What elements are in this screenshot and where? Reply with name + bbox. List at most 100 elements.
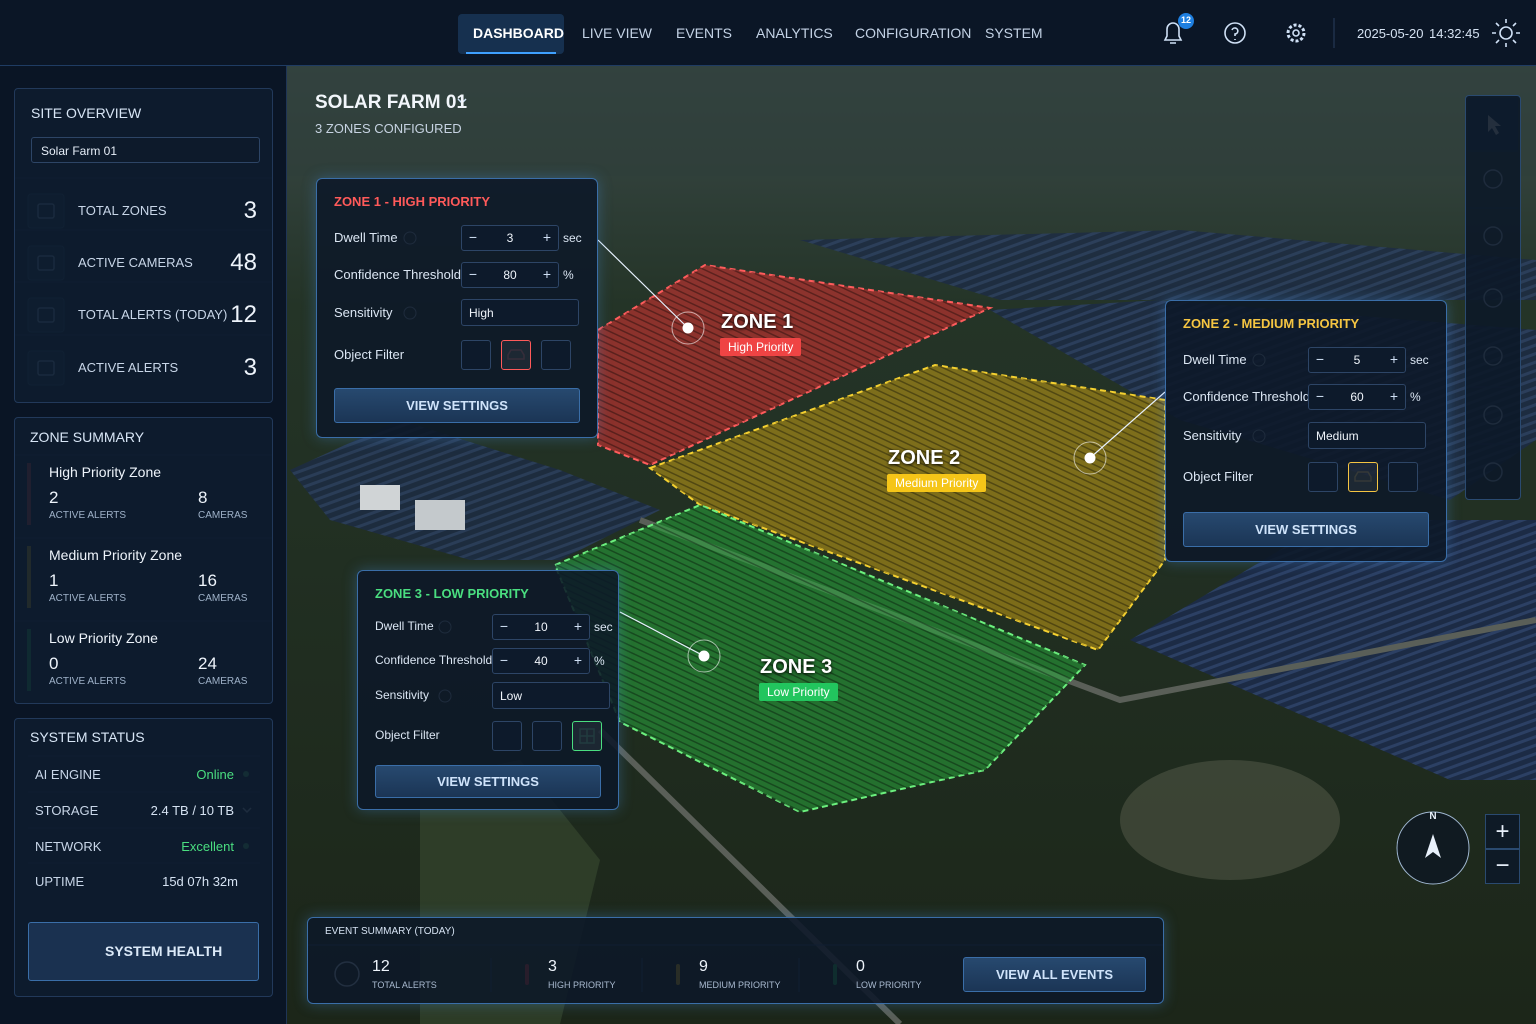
view-settings-button[interactable]: VIEW SETTINGS [334,388,580,423]
target[interactable] [682,322,694,334]
stepper[interactable] [1308,384,1406,410]
filter-button[interactable] [501,340,531,370]
sensitivity-select[interactable] [1308,422,1426,449]
filter-button[interactable] [1308,462,1338,492]
zone-alerts: 0 [49,654,59,673]
field-label: Sensitivity [334,305,393,320]
zone-name: Medium Priority Zone [49,547,183,563]
stepper-value: 80 [503,268,517,282]
target-ring [1073,441,1107,475]
sensitivity-value: High [469,306,494,320]
field-label: Confidence Threshold [375,653,493,667]
filter-button[interactable] [572,721,602,751]
stepper[interactable] [461,262,559,288]
nav-item[interactable]: SYSTEM [985,25,1043,41]
stepper-value: 3 [506,231,514,245]
view-settings-button[interactable]: VIEW SETTINGS [1183,512,1429,547]
filter-button[interactable] [1348,462,1378,492]
stepper-minus[interactable]: − [1315,388,1325,404]
zone-badge: High Priority [720,338,802,356]
theme-icon[interactable] [1499,26,1513,40]
stepper-plus[interactable]: + [1389,388,1399,404]
targets [671,311,1107,673]
zone-name: High Priority Zone [49,464,162,480]
stepper-plus[interactable]: + [573,652,583,668]
stepper[interactable] [492,614,590,640]
stepper-plus[interactable]: + [573,618,583,634]
section-title: ZONE SUMMARY [30,429,145,445]
notification-count: 12 [1180,15,1191,25]
stepper[interactable] [1308,347,1406,373]
stepper-minus[interactable]: − [468,229,478,245]
nav-item[interactable]: ANALYTICS [756,25,833,41]
event-value: 12 [372,958,390,975]
stepper-minus[interactable]: − [468,266,478,282]
unit: % [1410,390,1421,404]
horizon [287,66,1536,176]
zone-badge: Low Priority [759,683,838,701]
solar-array [1130,520,1536,780]
zone-badge: Medium Priority [887,474,987,492]
filter-button[interactable] [1388,462,1418,492]
zone-cameras: 8 [198,488,208,507]
filter-button[interactable] [492,721,522,751]
bell-icon[interactable] [1163,22,1183,44]
event-value: 9 [699,958,708,975]
settings-icon[interactable] [1286,23,1306,43]
target[interactable] [1084,452,1096,464]
stepper-plus[interactable]: + [1389,351,1399,367]
notification-badge [1178,13,1194,29]
help-icon[interactable] [1224,22,1246,44]
stepper[interactable] [461,225,559,251]
system-health-label: SYSTEM HEALTH [105,943,223,959]
nav-item[interactable]: DASHBOARD [473,25,564,41]
stepper-value: 40 [534,654,548,668]
zoom-out[interactable]: − [1485,849,1520,884]
section-title: SYSTEM STATUS [30,729,145,745]
stepper-minus[interactable]: − [1315,351,1325,367]
zone-label: ZONE 3 [760,656,833,678]
building [415,500,465,530]
nav-item[interactable]: LIVE VIEW [582,25,653,41]
stepper-plus[interactable]: + [542,229,552,245]
field-label: Confidence Threshold [1183,389,1310,404]
zoom-in[interactable]: + [1485,814,1520,849]
stepper[interactable] [492,648,590,674]
view-settings-button[interactable]: VIEW SETTINGS [375,765,601,798]
zone-alerts-label: ACTIVE ALERTS [49,593,127,604]
target-ring [687,639,721,673]
stat-value: 3 [243,197,257,224]
filter-button[interactable] [461,340,491,370]
stepper-minus[interactable]: − [499,652,509,668]
zone-label: ZONE 1 [721,311,794,333]
stat-label: TOTAL ZONES [78,203,167,218]
zone-panel-title: ZONE 3 - LOW PRIORITY [375,586,529,601]
status-label: UPTIME [35,874,85,889]
stepper-minus[interactable]: − [499,618,509,634]
system-health-button[interactable] [28,922,259,981]
filter-button[interactable] [541,340,571,370]
nav-item[interactable]: EVENTS [676,25,733,41]
status-label: STORAGE [35,803,99,818]
nav-item[interactable]: CONFIGURATION [855,25,972,41]
field-label: Dwell Time [375,619,434,633]
target[interactable] [698,650,710,662]
target-ring [671,311,705,345]
event-value: 3 [548,958,557,975]
unit: sec [563,231,582,245]
view-all-events-button[interactable]: VIEW ALL EVENTS [963,957,1146,992]
stat-label: ACTIVE CAMERAS [78,255,193,270]
zone-panel-title: ZONE 2 - MEDIUM PRIORITY [1183,316,1360,331]
stat-label: TOTAL ALERTS (TODAY) [78,307,228,322]
stepper-value: 60 [1350,390,1364,404]
site-select[interactable] [31,137,260,163]
sensitivity-select[interactable] [461,299,579,326]
sensitivity-select[interactable] [492,682,610,709]
stepper-plus[interactable]: + [542,266,552,282]
zone-cameras: 16 [198,571,217,590]
filter-button[interactable] [532,721,562,751]
field-label: Object Filter [375,728,440,742]
